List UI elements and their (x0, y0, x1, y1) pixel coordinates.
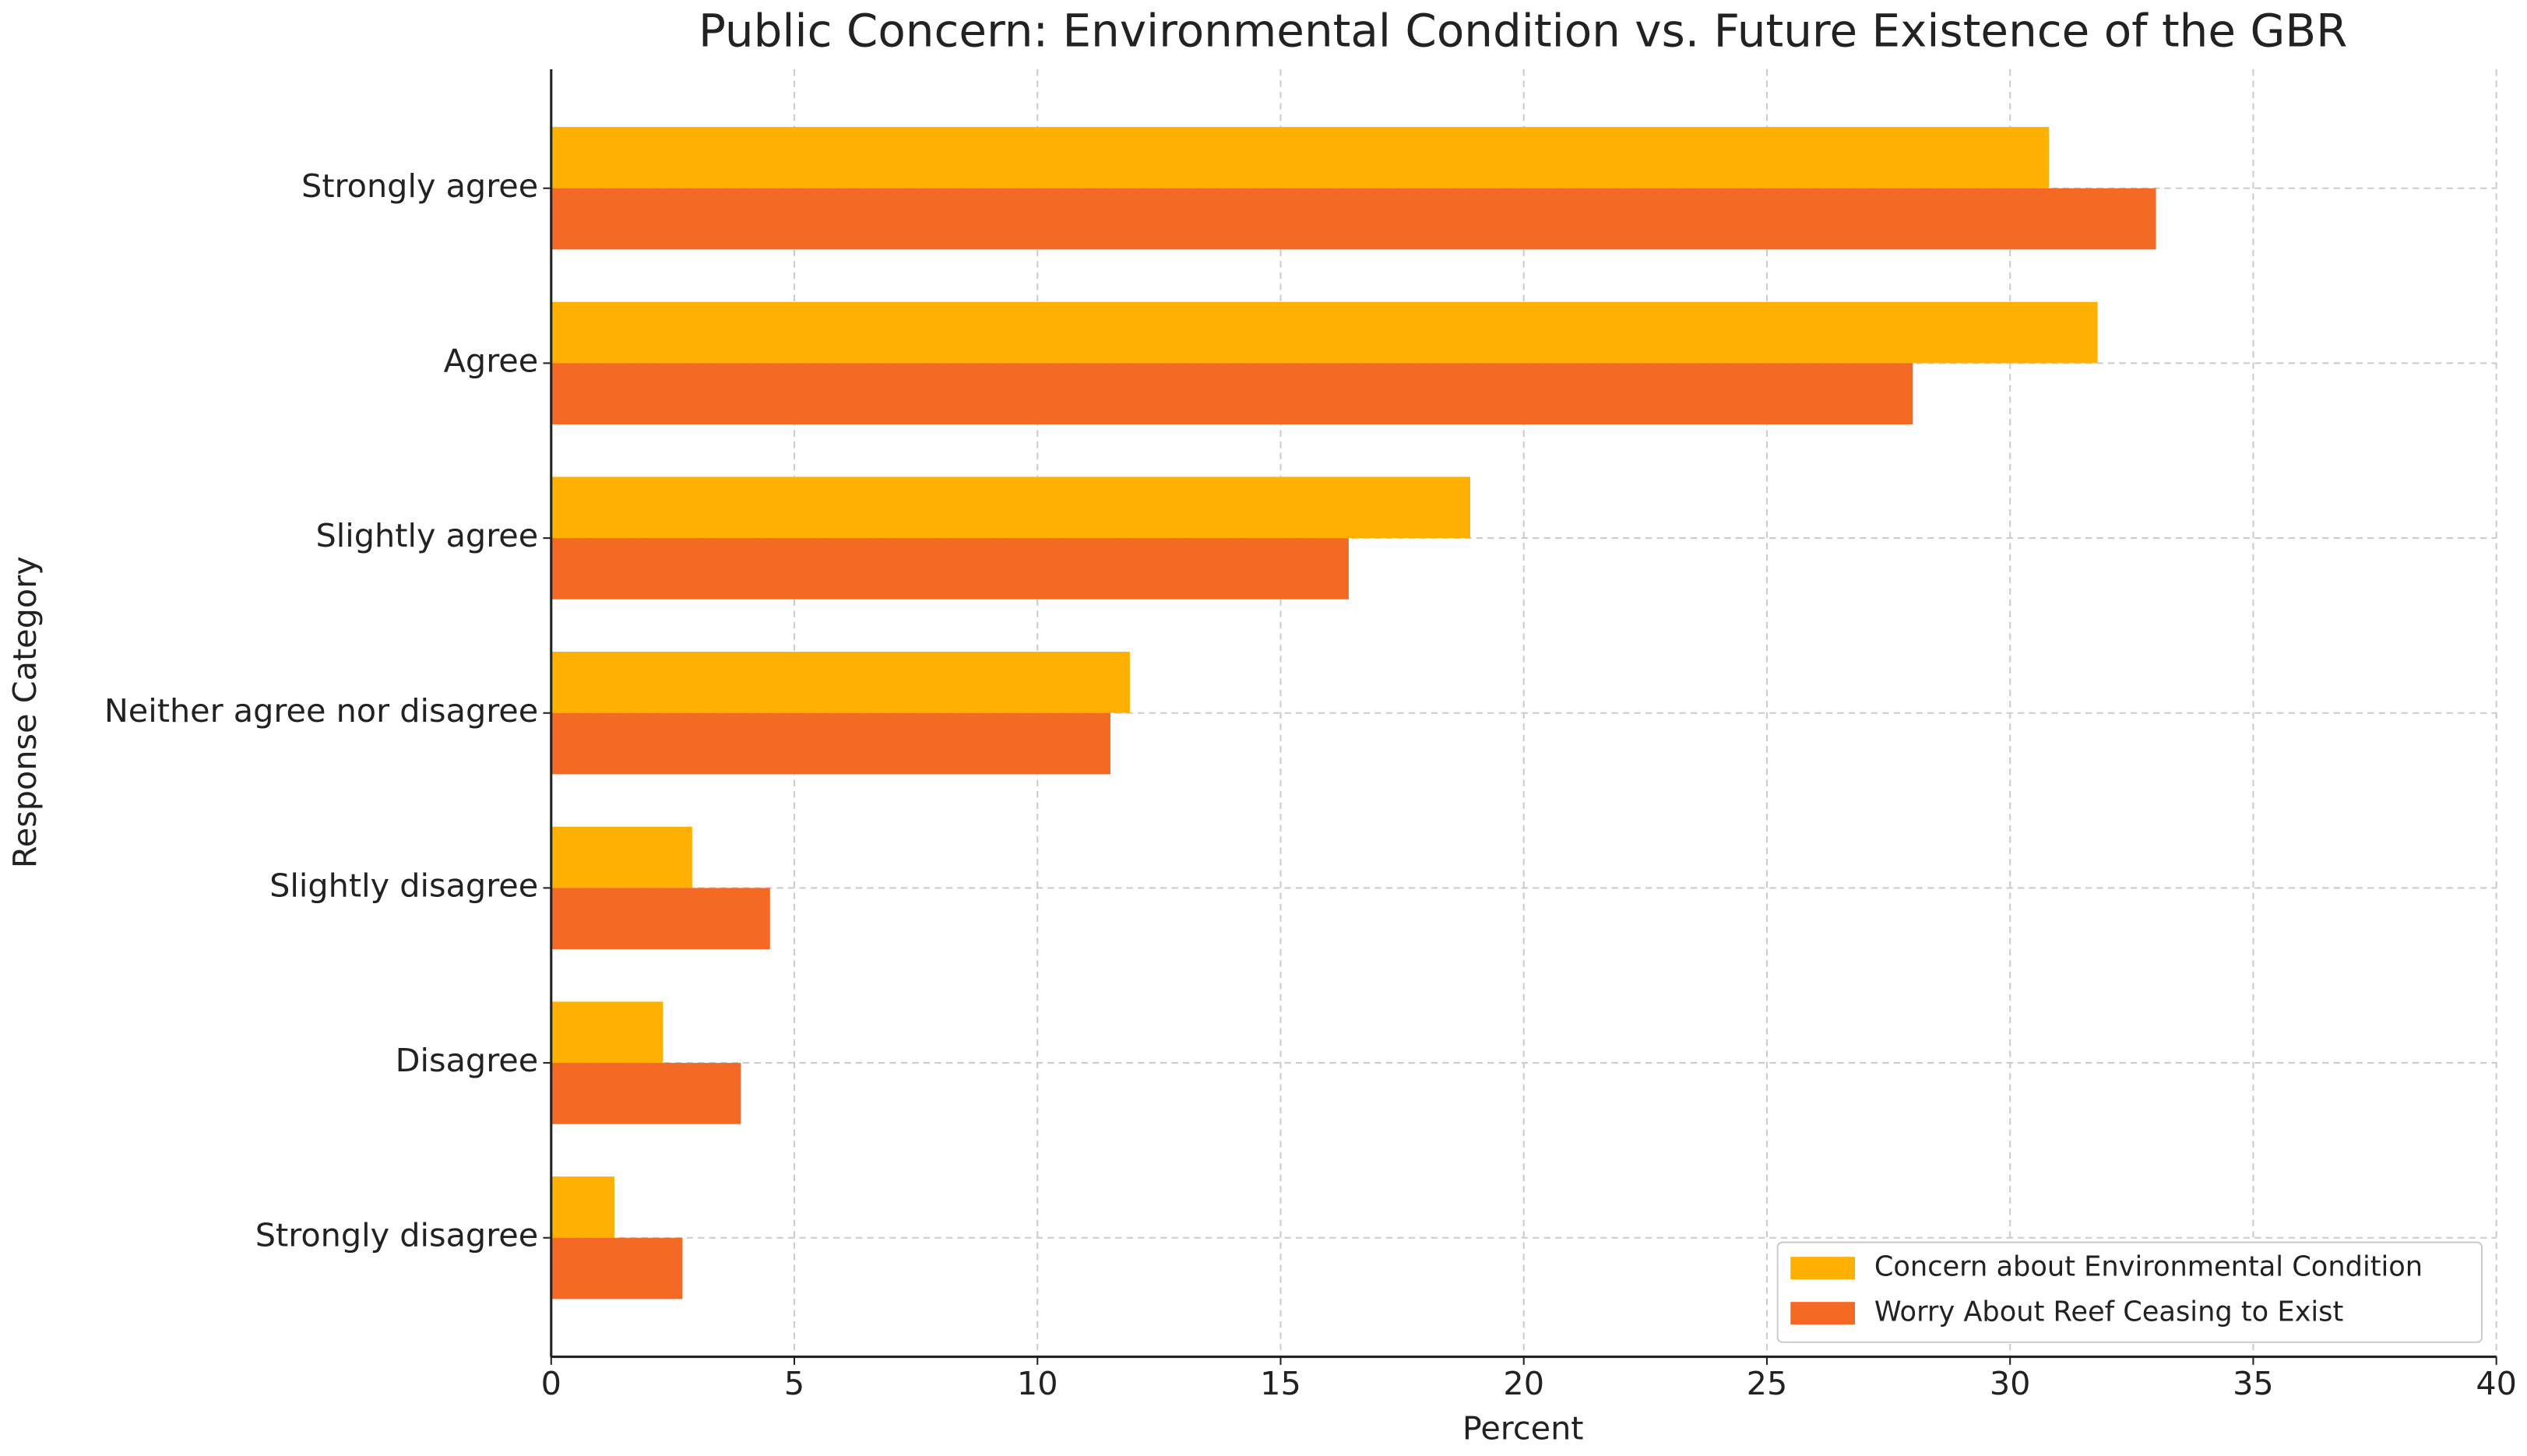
legend-label: Worry About Reef Ceasing to Exist (1874, 1296, 2343, 1328)
bar (551, 1063, 741, 1124)
y-tick-label: Neither agree nor disagree (104, 692, 538, 730)
legend-box (1776, 1241, 2483, 1343)
x-tick-label: 35 (2233, 1365, 2274, 1402)
bar (551, 1237, 683, 1299)
y-tick-label: Slightly agree (315, 517, 538, 554)
bar (551, 188, 2156, 250)
x-axis-label: Percent (1462, 1410, 1584, 1447)
y-tick-label: Disagree (396, 1042, 539, 1079)
y-tick-label: Slightly disagree (269, 867, 538, 904)
x-tick-label: 20 (1503, 1365, 1544, 1402)
x-tick-label: 40 (2476, 1365, 2517, 1402)
legend-swatch (1790, 1257, 1856, 1280)
bar (551, 127, 2050, 188)
bar (551, 1001, 663, 1064)
x-tick-label: 0 (541, 1365, 561, 1402)
bar (551, 826, 692, 888)
x-tick-label: 5 (784, 1365, 804, 1402)
bar (551, 538, 1349, 600)
bar (551, 477, 1471, 539)
x-tick-label: 10 (1017, 1365, 1058, 1402)
x-tick-label: 15 (1260, 1365, 1301, 1402)
x-tick-label: 25 (1747, 1365, 1788, 1402)
y-tick-label: Strongly agree (301, 167, 538, 205)
bar (551, 712, 1110, 775)
y-axis-label: Response Category (6, 556, 44, 868)
bar (551, 301, 2098, 364)
y-tick-label: Agree (444, 342, 539, 379)
legend-label: Concern about Environmental Condition (1874, 1251, 2423, 1283)
bar (551, 652, 1130, 713)
bar (551, 363, 1913, 425)
bar (551, 888, 770, 950)
x-tick-label: 30 (1990, 1365, 2031, 1402)
chart-title: Public Concern: Environmental Condition … (699, 5, 2347, 58)
bar (551, 1176, 614, 1238)
legend: Concern about Environmental Condition Wor… (1776, 1241, 2483, 1343)
legend-swatch (1790, 1302, 1856, 1325)
y-tick-label: Strongly disagree (255, 1217, 538, 1254)
